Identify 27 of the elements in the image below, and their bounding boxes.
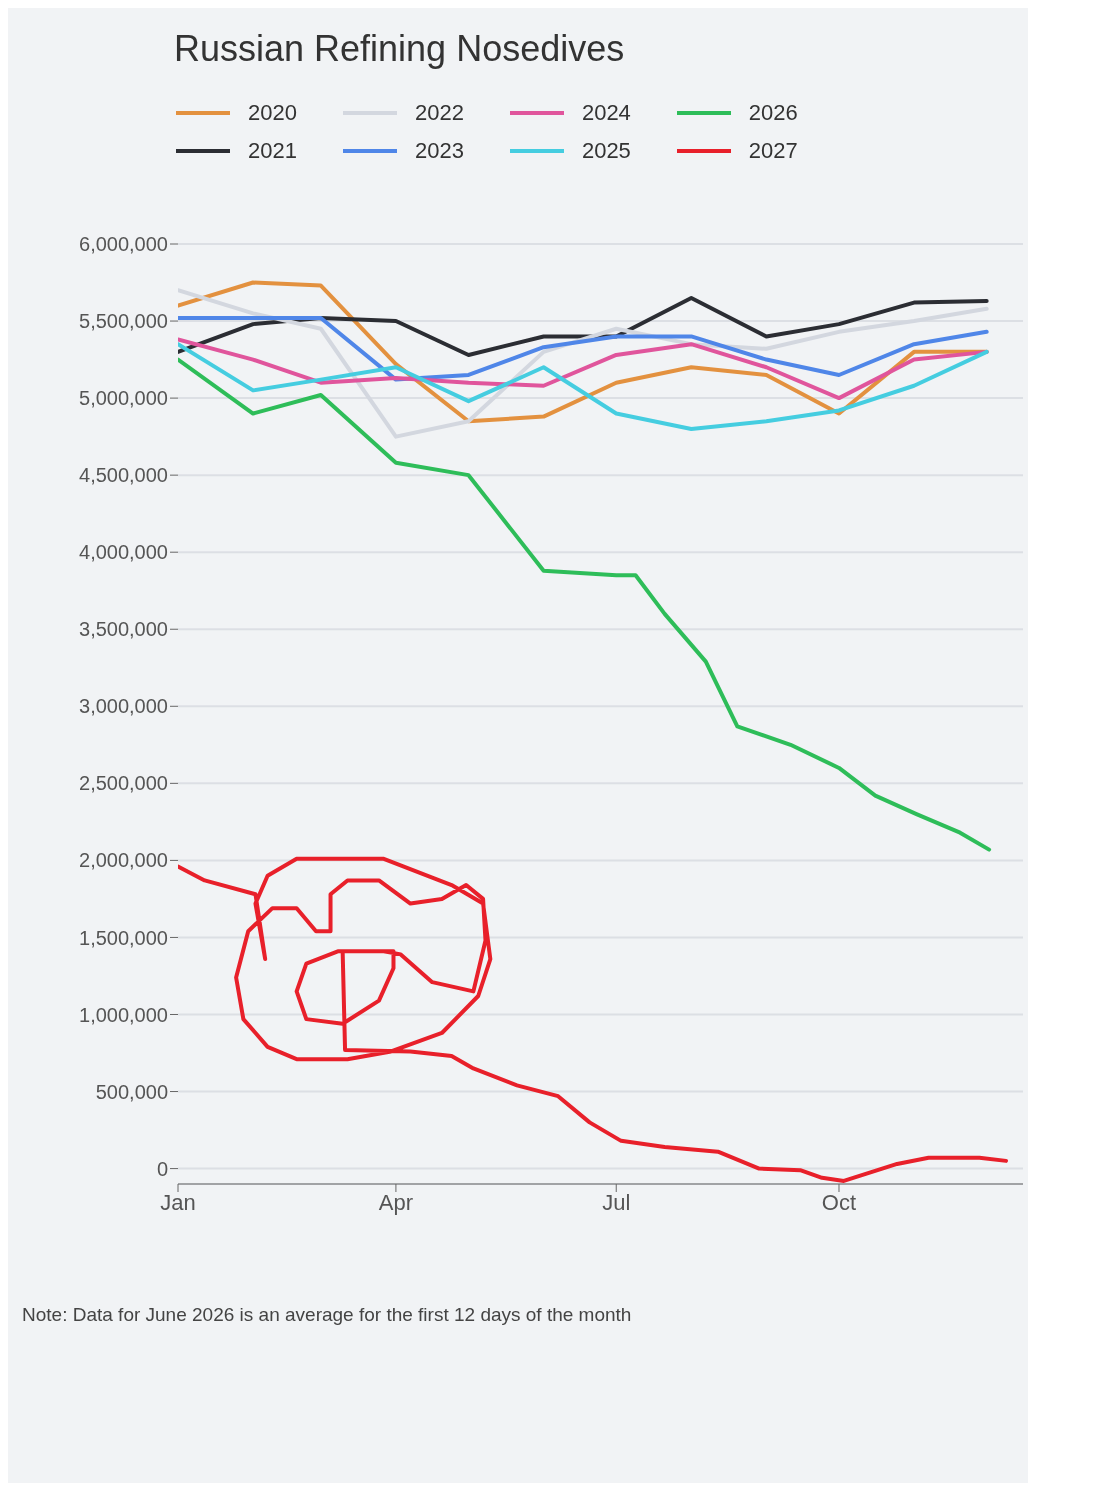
y-tick-label: 5,000,000 (79, 387, 168, 410)
y-tick-label: 500,000 (95, 1080, 168, 1103)
text: Note: Data for June 2026 is an average for the first 12 days of the month (22, 1304, 633, 1326)
y-tick-label: 3,500,000 (79, 618, 168, 641)
y-tick-label: 1,000,000 (79, 1003, 168, 1026)
y-tick-label: 1,500,000 (79, 926, 168, 949)
legend-label: 2020 (248, 100, 297, 126)
x-tick-label: Jan (160, 1189, 196, 1215)
legend-label: 2025 (581, 138, 631, 164)
legend-label: 2024 (581, 100, 631, 126)
x-tick-label: Jul (602, 1189, 631, 1215)
y-tick-label: 0 (156, 1157, 168, 1180)
y-tick-label: 3,000,000 (79, 695, 168, 718)
legend-label: 2023 (414, 138, 464, 164)
legend-label: 2026 (748, 100, 798, 126)
y-tick-label: 6,000,000 (79, 233, 168, 256)
y-tick-label: 4,500,000 (79, 464, 168, 487)
x-tick-label: Oct (821, 1189, 857, 1215)
chart-title: Russian Refining Nosedives (174, 28, 626, 70)
y-tick-label: 2,000,000 (79, 849, 168, 872)
y-tick-label: 4,000,000 (79, 541, 168, 564)
legend-label: 2022 (414, 100, 464, 126)
legend-label: 2027 (748, 138, 798, 164)
y-tick-label: 5,500,000 (79, 310, 168, 333)
y-tick-label: 2,500,000 (79, 772, 168, 795)
x-tick-label: Apr (378, 1189, 414, 1215)
legend-label: 2021 (248, 138, 297, 164)
